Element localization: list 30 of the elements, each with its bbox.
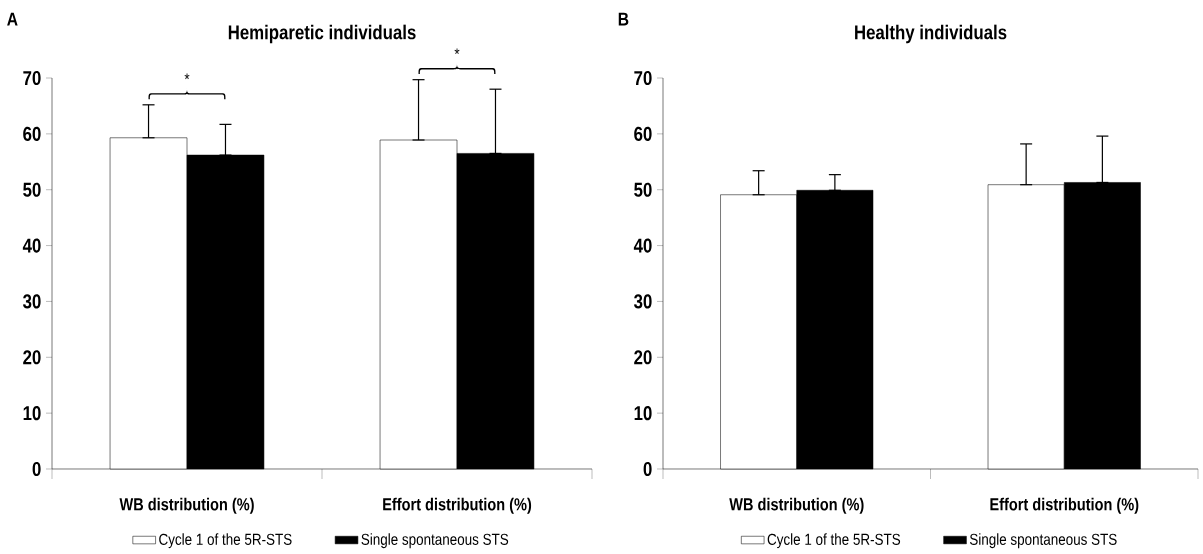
- text: *: [454, 48, 460, 54]
- y-tick-label: 20: [634, 350, 652, 365]
- y-tick-label: 30: [22, 294, 41, 309]
- y-tick-label: 10: [23, 406, 41, 421]
- y-tick-label: 60: [23, 126, 41, 141]
- x-tick-label: WB distribution (%): [119, 497, 254, 514]
- text: A: [7, 12, 18, 26]
- x-tick-label: Effort distribution (%): [990, 497, 1139, 514]
- annotation: *: [184, 73, 190, 80]
- legend-label: Cycle 1 of the 5R-STS: [159, 533, 292, 549]
- y-tick-label: 20: [23, 350, 41, 365]
- y-tick-label: 70: [23, 70, 41, 86]
- chart-title: Healthy individuals: [855, 24, 1007, 44]
- legend-label: Single spontaneous STS: [969, 533, 1117, 549]
- y-tick-label: 40: [22, 238, 41, 253]
- legend-label: Single spontaneous STS: [361, 533, 509, 549]
- x-tick-label: Effort distribution (%): [383, 497, 532, 514]
- chart-title: Hemiparetic individuals: [228, 24, 416, 44]
- x-tick-label: WB distribution (%): [729, 497, 864, 514]
- y-tick-label: 50: [634, 182, 652, 197]
- y-tick-label: 60: [634, 126, 652, 141]
- legend-label: Cycle 1 of the 5R-STS: [767, 533, 901, 549]
- y-tick-label: 40: [633, 238, 652, 253]
- text: B: [618, 12, 629, 26]
- y-tick-label: 0: [32, 461, 41, 477]
- y-tick-label: 30: [633, 294, 652, 309]
- y-tick-label: 0: [643, 461, 652, 477]
- y-tick-label: 70: [634, 70, 652, 86]
- y-tick-label: 10: [634, 406, 652, 421]
- y-tick-label: 50: [23, 182, 41, 197]
